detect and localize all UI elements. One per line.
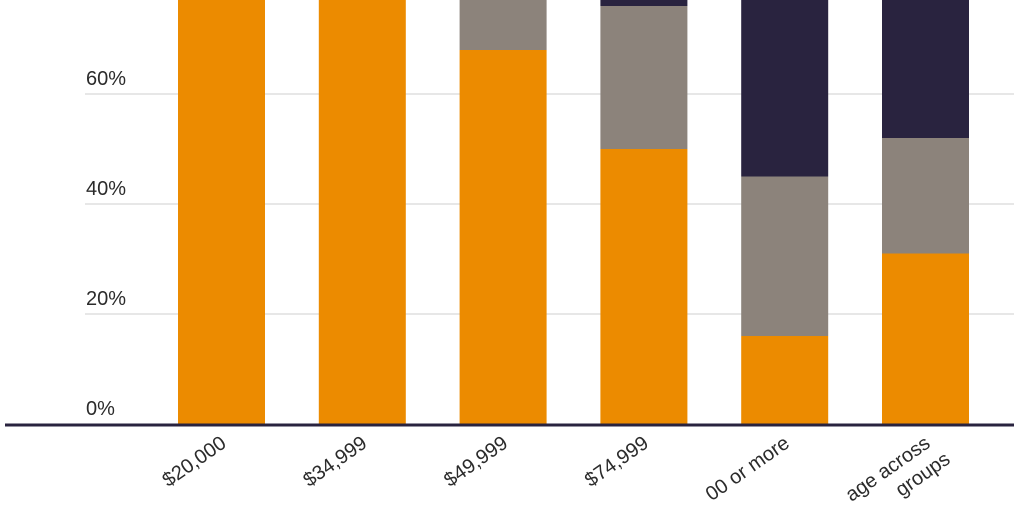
x-tick-label: $49,999: [440, 432, 512, 491]
bar-segment: [600, 0, 688, 6]
bar-segment: [600, 6, 688, 149]
bar-segment: [741, 336, 829, 424]
y-tick-label: 60%: [86, 68, 126, 90]
bar-segment: [318, 0, 406, 424]
bar-segment: [459, 50, 547, 424]
bar-segment: [882, 0, 969, 138]
x-tick-label: 00 or more: [702, 432, 794, 505]
y-tick-label: 40%: [86, 178, 126, 200]
x-tick-label: $34,999: [299, 432, 371, 491]
bar-segment: [178, 0, 265, 424]
x-tick-label: $20,000: [159, 432, 231, 491]
bar-segment: [459, 0, 547, 50]
y-tick-label: 20%: [86, 288, 126, 310]
x-tick-label: $74,999: [581, 432, 653, 491]
bar-segment: [882, 138, 969, 254]
bar-segment: [741, 176, 829, 336]
y-tick-label: 0%: [86, 398, 115, 420]
bar-segment: [600, 149, 688, 424]
bar-segment: [882, 253, 969, 424]
bar-segment: [741, 0, 829, 177]
